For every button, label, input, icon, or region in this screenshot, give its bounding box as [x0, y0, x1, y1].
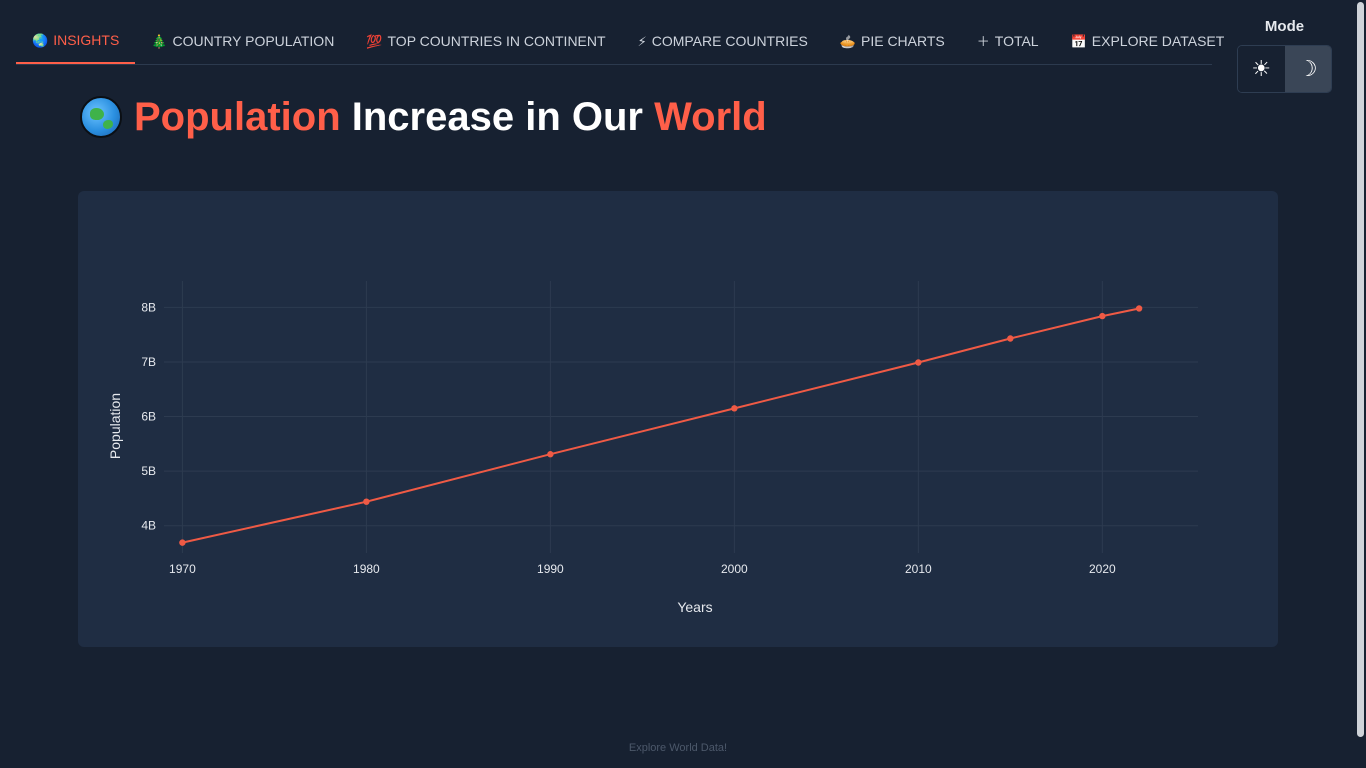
- calendar-icon: 📅: [1070, 33, 1087, 49]
- tab-label: PIE CHARTS: [860, 33, 945, 49]
- tab-label: TOTAL: [994, 33, 1039, 49]
- data-point-2022: [1135, 305, 1143, 312]
- nav-tabs: 🌏 INSIGHTS 🎄 COUNTRY POPULATION 💯 TOP COUNTRI…: [16, 18, 1224, 65]
- data-point-2010: [915, 359, 922, 366]
- mode-panel: Mode ☀ ☽: [1237, 18, 1332, 93]
- data-point-2015: [1007, 335, 1014, 342]
- tab-country-population[interactable]: 🎄 COUNTRY POPULATION: [135, 18, 350, 64]
- data-point-1970: [179, 539, 186, 546]
- page-scrollbar[interactable]: [1356, 0, 1366, 768]
- title-word-population: Population: [134, 94, 341, 139]
- y-axis-title: Population: [107, 393, 123, 459]
- data-point-1990: [547, 451, 554, 458]
- tab-label: EXPLORE DATASET: [1091, 33, 1225, 49]
- plus-icon: ＋: [976, 33, 990, 49]
- tree-icon: 🎄: [151, 33, 168, 49]
- data-point-2000: [731, 405, 738, 412]
- hundred-icon: 💯: [366, 33, 383, 49]
- x-tick-label: 1970: [169, 562, 196, 576]
- tab-compare-countries[interactable]: ⚡ COMPARE COUNTRIES: [622, 18, 824, 64]
- tab-explore-dataset[interactable]: 📅 EXPLORE DATASET: [1055, 18, 1241, 64]
- y-tick-label: 5B: [141, 464, 156, 478]
- mode-toggle: ☀ ☽: [1237, 45, 1332, 93]
- population-chart-card: 4B 5B 6B 7B 8B 1970 1980 1990 2000 2010 2020 Years P…: [78, 191, 1278, 647]
- tab-insights[interactable]: 🌏 INSIGHTS: [16, 18, 136, 64]
- y-tick-label: 4B: [141, 519, 156, 533]
- data-point-2020: [1099, 312, 1106, 320]
- moon-icon: ☽: [1297, 56, 1318, 81]
- tab-label: COUNTRY POPULATION: [172, 33, 335, 49]
- data-point-1980: [363, 498, 370, 505]
- pie-icon: 🥧: [839, 33, 856, 49]
- x-tick-label: 1990: [537, 562, 564, 576]
- globe-icon: [80, 96, 122, 138]
- tab-label: COMPARE COUNTRIES: [651, 33, 808, 49]
- footer-text: Explore World Data!: [628, 742, 728, 754]
- sun-icon: ☀: [1251, 56, 1272, 81]
- mode-label: Mode: [1264, 18, 1305, 35]
- scrollbar-thumb[interactable]: [1357, 2, 1364, 737]
- light-mode-button[interactable]: ☀: [1238, 46, 1285, 92]
- x-tick-label: 2000: [721, 562, 748, 576]
- y-tick-label: 8B: [141, 300, 156, 314]
- tab-total[interactable]: ＋ TOTAL: [961, 18, 1055, 64]
- x-axis-title: Years: [677, 599, 712, 615]
- y-tick-label: 6B: [141, 410, 156, 424]
- globe-icon: 🌏: [32, 32, 49, 48]
- population-series-line: [182, 307, 1140, 544]
- x-tick-label: 1980: [353, 562, 380, 576]
- y-tick-label: 7B: [141, 355, 156, 369]
- tab-label: INSIGHTS: [53, 32, 120, 48]
- title-middle: Increase in Our: [340, 94, 655, 139]
- dark-mode-button[interactable]: ☽: [1284, 46, 1331, 92]
- x-tick-label: 2010: [905, 562, 932, 576]
- title-word-world: World: [654, 94, 767, 139]
- tab-pie-charts[interactable]: 🥧 PIE CHARTS: [824, 18, 961, 64]
- population-line-chart[interactable]: 4B 5B 6B 7B 8B 1970 1980 1990 2000 2010 2020 Years P…: [78, 191, 1278, 647]
- tab-top-countries-in-continent[interactable]: 💯 TOP COUNTRIES IN CONTINENT: [350, 18, 621, 64]
- lightning-icon: ⚡: [637, 33, 647, 49]
- x-tick-label: 2020: [1089, 562, 1116, 576]
- tab-label: TOP COUNTRIES IN CONTINENT: [387, 33, 606, 49]
- page-title: Population Increase in Our World: [80, 92, 767, 142]
